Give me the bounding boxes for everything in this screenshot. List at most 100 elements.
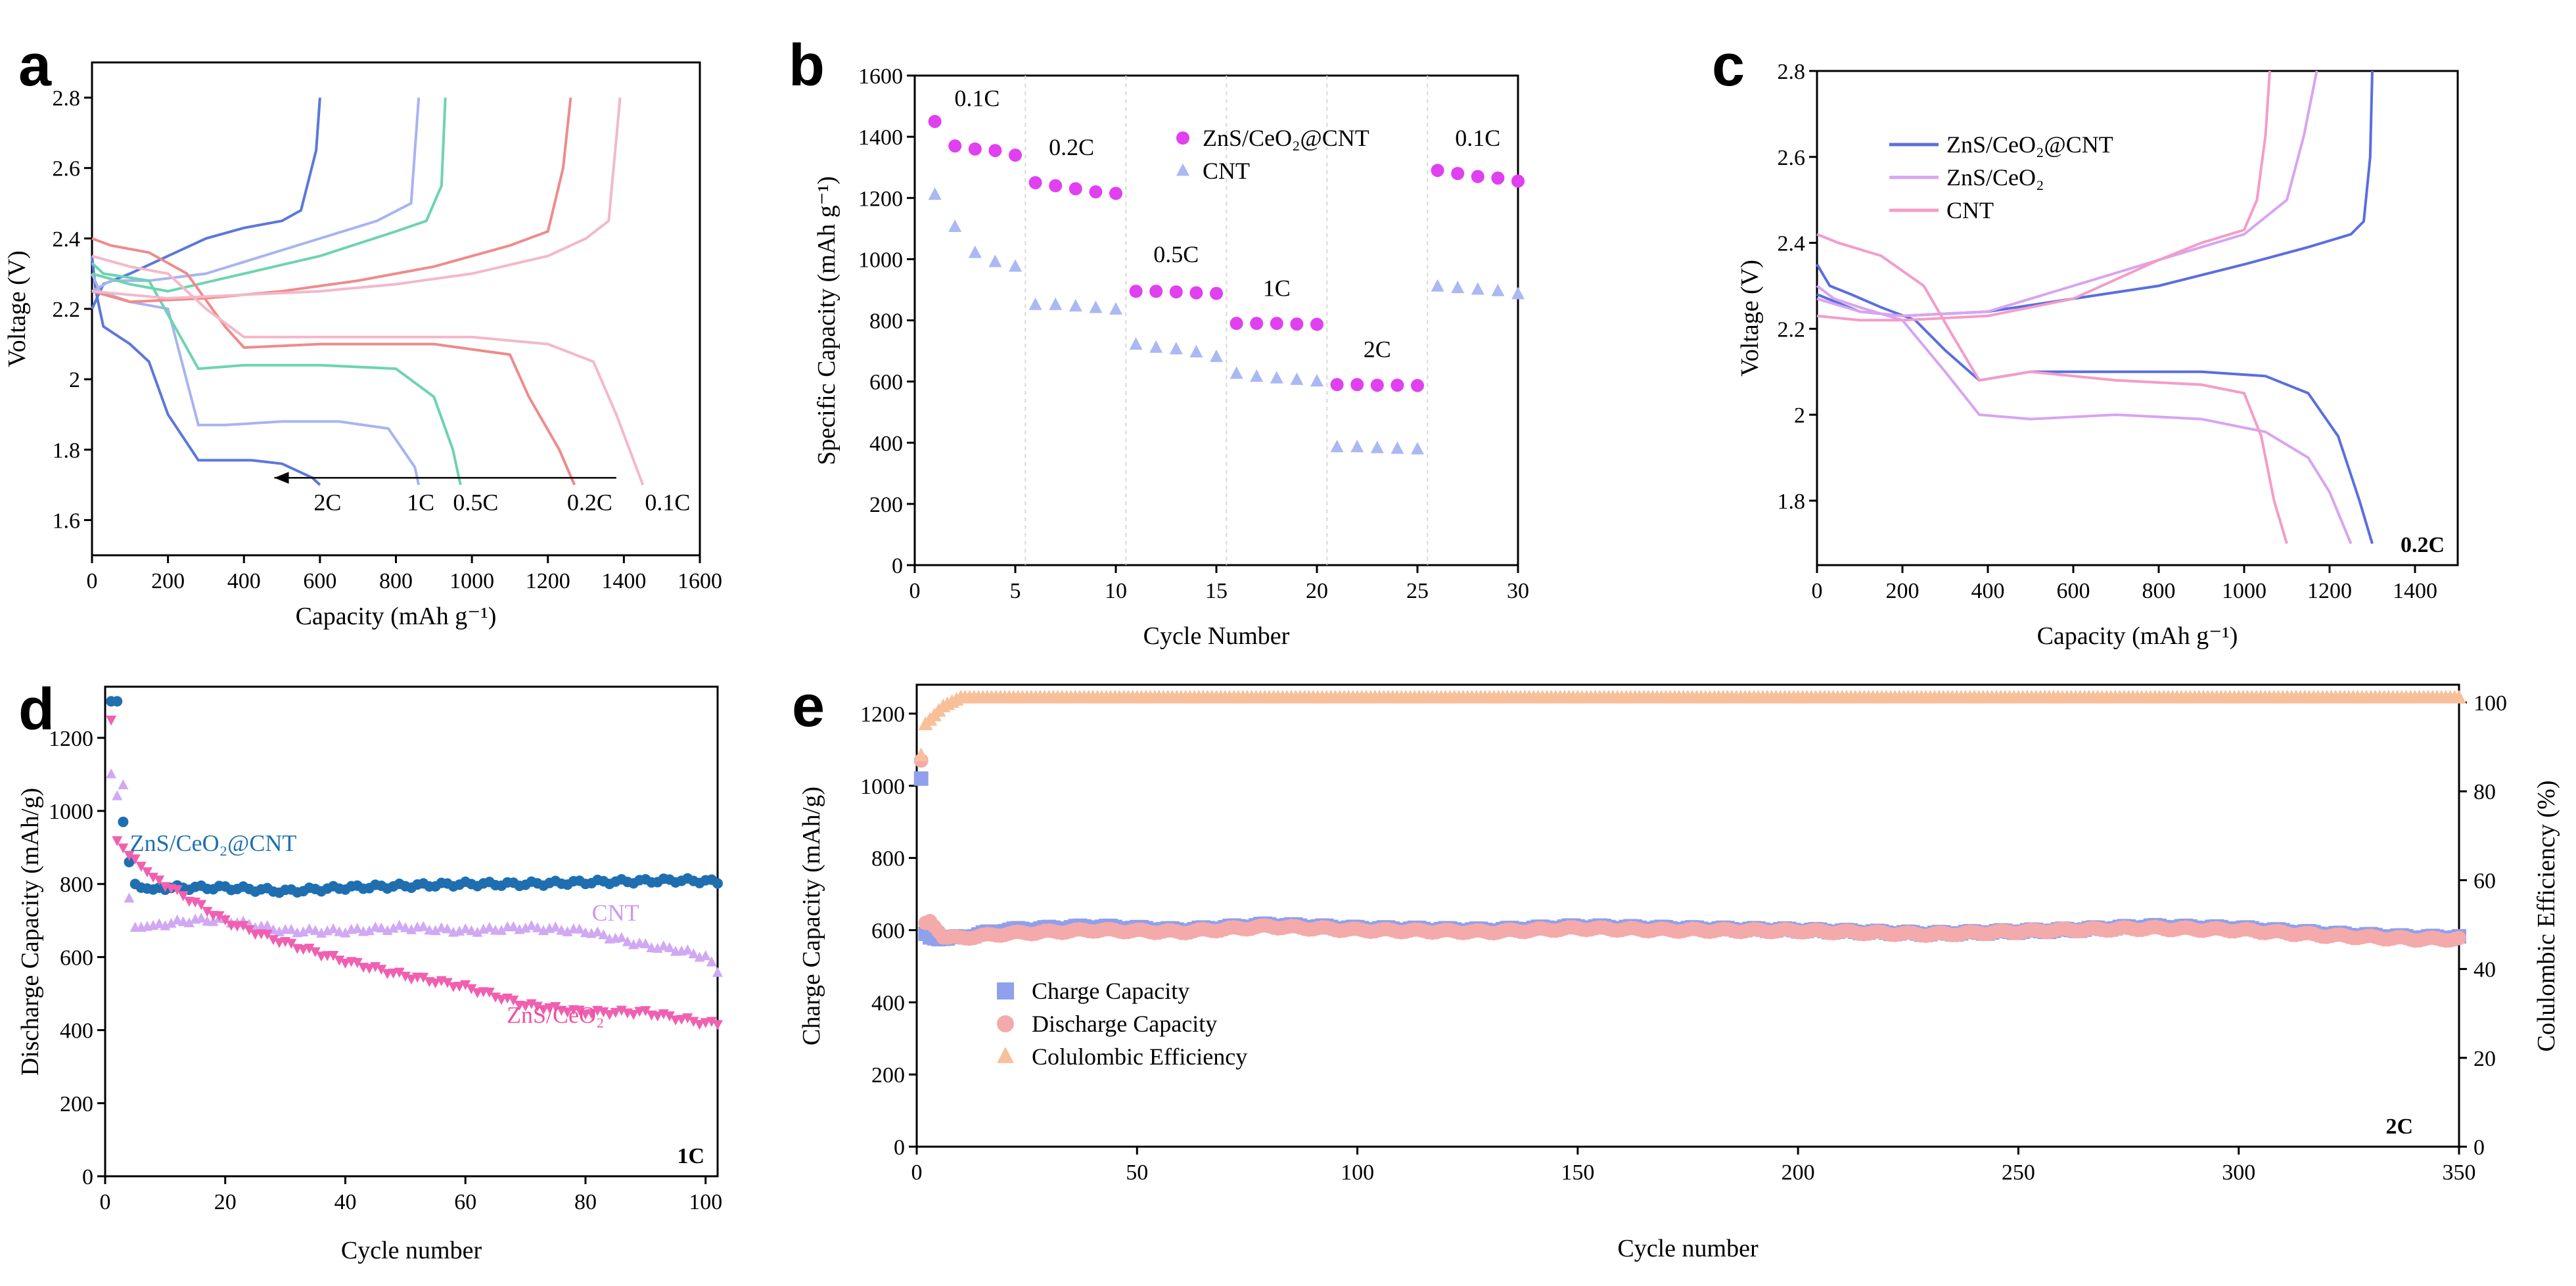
legend-label: ZnS/CeO₂@CNT [1203,125,1369,151]
data-point [154,875,165,886]
x-tick-label: 600 [2057,579,2090,603]
curve-ZnS/CeO₂-discharge [1816,285,2353,545]
data-point [928,187,942,200]
data-point [1270,317,1283,331]
data-point [616,1005,627,1016]
legend: ZnS/CeO₂@CNT ZnS/CeO₂ CNT [1889,131,2113,223]
data-point [700,950,711,961]
x-tick-label: 40 [334,1190,356,1214]
data-point [466,984,477,994]
panel-label-d: d [18,677,55,743]
x-tick-label: 300 [2222,1160,2255,1185]
data-point [124,892,135,903]
data-point [586,1009,597,1019]
data-point [1511,287,1525,300]
rate-label: 0.1C [954,85,1000,112]
data-point [688,948,699,959]
legend-label: CNT [1203,158,1250,184]
rate-annotation: 0.5C [453,490,498,516]
data-point [526,999,537,1009]
y-tick-label: 2.2 [1778,317,1806,342]
data-point [430,978,441,989]
data-point [1310,317,1323,331]
data-point [208,916,219,927]
x-tick-label: 350 [2443,1160,2476,1185]
y2-tick-label: 60 [2473,869,2496,893]
y-tick-label: 2.2 [53,298,81,322]
data-point [1149,285,1163,298]
x-tick-label: 15 [1205,579,1228,603]
x-tick-label: 1600 [678,569,722,593]
panel-b-series: 0.1C 0.2C 0.5C 1C 2C 0.1C [928,76,1525,565]
data-point [118,843,129,854]
c-rate-label: 2C [2385,1114,2413,1139]
data-point [273,938,285,948]
x-tick-label: 1400 [2393,579,2437,603]
data-point [262,920,273,930]
data-point [472,927,483,937]
data-point [532,922,543,932]
y-tick-label: 2 [1794,403,1805,428]
legend-label: Colulombic Efficiency [1032,1044,1247,1070]
data-point [640,938,651,949]
data-point [1471,170,1484,183]
data-point [562,1007,573,1018]
data-point [286,924,297,934]
data-point [400,971,411,982]
x-tick-label: 100 [689,1190,722,1214]
rate-label: 1C [1263,275,1291,301]
y-tick-label: 600 [60,946,93,970]
x-tick-label: 0 [909,579,921,603]
data-point [196,912,207,923]
data-point [334,955,345,966]
data-point [460,980,471,990]
panel-label-b: b [789,33,825,99]
data-point [676,1015,687,1025]
x-tick-label: 200 [151,569,185,593]
data-point [1270,371,1283,384]
data-point [664,1011,675,1022]
data-point [604,1010,615,1021]
y-tick-label: 400 [871,991,905,1015]
curve-0.2C-discharge [91,237,576,486]
data-point [988,144,1002,158]
data-point [556,925,567,935]
data-point [598,929,609,940]
data-point [219,915,231,926]
data-point [1169,342,1183,355]
y-axis-label: Discharge Capacity (mAh/g) [16,788,44,1076]
data-point [328,923,339,934]
data-point [913,771,929,786]
data-point [1109,187,1122,200]
data-point [388,923,399,933]
data-point [148,873,159,883]
data-point [370,962,381,973]
data-point [172,885,183,896]
data-point [244,925,255,936]
data-point [442,923,453,934]
data-point [968,142,982,156]
data-point [628,1009,639,1021]
panel-a-series: 2C 1C 0.5C 0.2C 0.1C [91,97,690,516]
x-tick-label: 1200 [2307,579,2352,603]
series-label: CNT [592,900,639,926]
y-axis-label: Specific Capacity (mAh g⁻¹) [813,176,840,465]
data-point [1411,379,1424,392]
data-point [190,897,201,908]
y-tick-label: 600 [871,919,905,943]
data-point [532,1001,543,1012]
data-point [550,921,561,932]
legend-marker [997,1015,1014,1032]
data-point [1230,366,1243,379]
y-tick-label: 1.8 [53,438,81,463]
x-tick-label: 1000 [449,569,494,593]
data-point [688,1017,699,1027]
panel-d-frame [104,685,719,1178]
data-point [460,923,471,934]
curve-CNT-discharge [1816,233,2288,544]
rate-arrow-head [274,472,289,484]
data-point [1069,299,1082,312]
data-point [1089,300,1103,313]
panel-c-axes: 0 200 400 600 800 1000 1200 1400 1.8 2 2.2 2.4 2.6 2.… [1712,33,2459,650]
